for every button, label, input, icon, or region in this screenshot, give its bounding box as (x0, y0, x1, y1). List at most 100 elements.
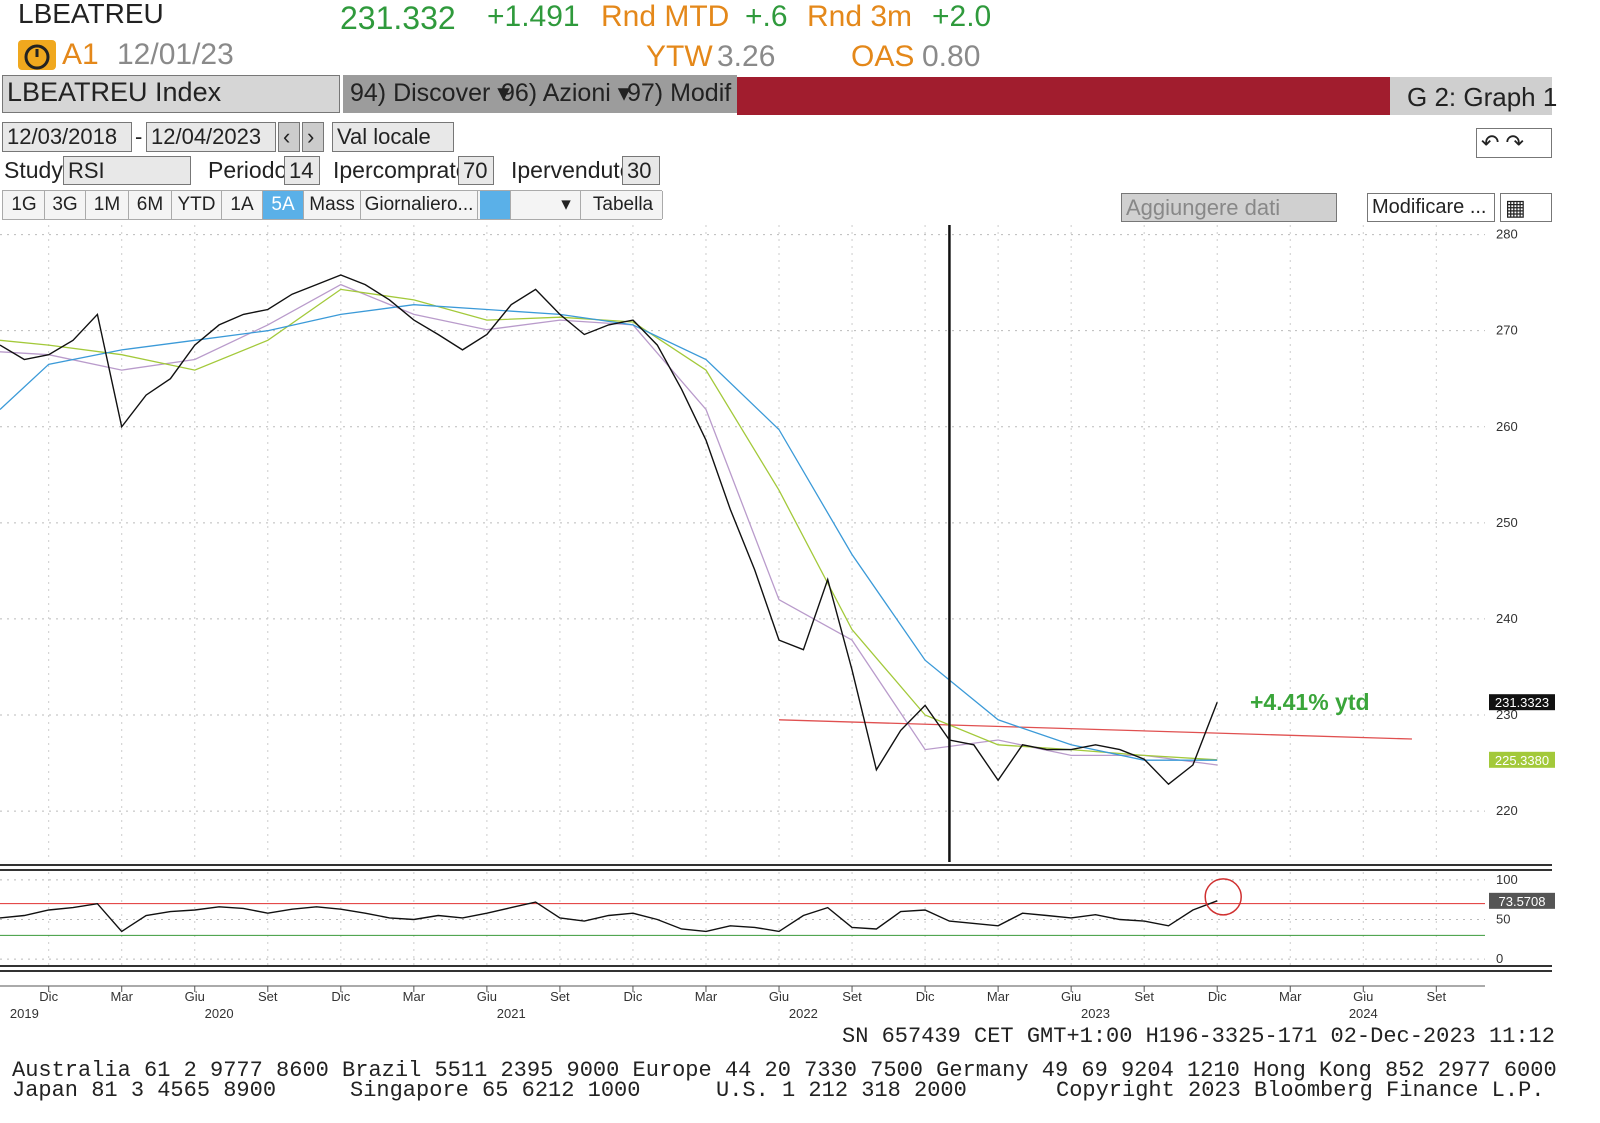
x-tick-label: Giu (769, 989, 789, 1004)
menu-label[interactable]: 94) Discover (350, 79, 491, 107)
next-button[interactable]: › (302, 122, 324, 152)
contact: Singapore 65 6212 1000 (350, 1078, 641, 1103)
price: 231.332 (340, 0, 456, 36)
study-select[interactable]: RSI (63, 156, 191, 185)
x-tick-label: Giu (1353, 989, 1373, 1004)
rating-icon (18, 40, 56, 70)
contact: U.S. 1 212 318 2000 (716, 1078, 967, 1103)
x-tick-label: Dic (39, 989, 58, 1004)
range-tab[interactable]: 1M (86, 191, 129, 219)
add-data-input[interactable]: Aggiungere dati (1121, 193, 1337, 222)
ticker: LBEATREU (18, 0, 164, 29)
timezone: GMT+1:00 (1026, 1024, 1133, 1049)
x-tick-label: Mar (1279, 989, 1302, 1004)
range-tab[interactable]: 5A (263, 191, 304, 219)
overbought-label: Ipercomprato (333, 157, 469, 183)
range-tab[interactable]: 1A (222, 191, 263, 219)
x-tick-label: Dic (916, 989, 935, 1004)
series-line (0, 274, 1218, 786)
security-field[interactable]: LBEATREU Index (2, 75, 340, 113)
settings-button[interactable]: ▦ (1500, 193, 1552, 222)
rating: A1 (62, 38, 99, 71)
undo-redo[interactable]: ↶ ↷ (1476, 128, 1552, 158)
range-tab[interactable]: YTD (172, 191, 222, 219)
oversold-input[interactable]: 30 (622, 156, 660, 185)
graph-name: G 2: Graph 1 (1407, 82, 1558, 112)
edit-button[interactable]: Modificare ... (1367, 193, 1495, 222)
y-tick-label: 230 (1496, 707, 1518, 722)
series-line (0, 900, 1218, 933)
range-tab[interactable]: Mass (304, 191, 361, 219)
series-line (0, 288, 1218, 761)
last-value-label: 73.5708 (1499, 894, 1546, 909)
oversold-label: Ipervenduto (511, 157, 633, 183)
x-year-label: 2019 (10, 1006, 39, 1021)
last-value-box (1489, 892, 1555, 909)
x-tick-label: Giu (1061, 989, 1081, 1004)
rnd-mtd-label: Rnd MTD (601, 0, 730, 33)
menu-discover[interactable]: 94) Discover ▾ (350, 79, 510, 107)
menu-label[interactable]: 97) Modif (627, 79, 732, 107)
last-value-label: 231.3323 (1495, 695, 1549, 710)
currency-select[interactable]: Val locale (332, 122, 454, 152)
series-line (0, 304, 1218, 761)
y-tick-label: 240 (1496, 611, 1518, 626)
range-tab[interactable]: 6M (129, 191, 172, 219)
rnd-mtd: +.6 (745, 0, 788, 33)
prev-button[interactable]: ‹ (278, 122, 300, 152)
x-year-label: 2023 (1081, 1006, 1110, 1021)
x-tick-label: Mar (695, 989, 718, 1004)
study-label: Study (4, 157, 63, 183)
contact: Japan 81 3 4565 8900 (12, 1078, 277, 1103)
footer-status: SN 657439 CET GMT+1:00 H196-3325-171 02-… (842, 1026, 1555, 1048)
end-date[interactable]: 12/04/2023 (146, 122, 276, 152)
y-tick-label: 280 (1496, 227, 1518, 242)
date-separator: - (135, 124, 143, 149)
date: 12/01/23 (117, 38, 234, 71)
x-tick-label: Dic (331, 989, 350, 1004)
range-tab[interactable]: 3G (45, 191, 86, 219)
highlight-circle (1204, 878, 1242, 916)
session: SN 657439 CET (842, 1024, 1014, 1049)
y-tick-label: 50 (1496, 911, 1510, 926)
start-date[interactable]: 12/03/2018 (2, 122, 132, 152)
chart-type-button[interactable] (480, 191, 511, 219)
x-tick-label: Dic (1208, 989, 1227, 1004)
x-year-label: 2021 (497, 1006, 526, 1021)
status-bar (737, 77, 1390, 115)
x-tick-label: Mar (987, 989, 1010, 1004)
menu-modif[interactable]: 97) Modif ▾ (627, 81, 751, 106)
x-year-label: 2024 (1349, 1006, 1378, 1021)
x-tick-label: Set (1427, 989, 1447, 1004)
y-tick-label: 260 (1496, 419, 1518, 434)
graph-tab (1390, 77, 1552, 115)
x-tick-label: Set (258, 989, 278, 1004)
table-button[interactable]: Tabella (584, 191, 663, 219)
gauge-icon (24, 44, 50, 70)
ytw: 3.26 (717, 40, 776, 73)
overbought-input[interactable]: 70 (458, 156, 494, 185)
y-tick-label: 220 (1496, 803, 1518, 818)
menu-azioni[interactable]: 96) Azioni ▾ (501, 79, 631, 107)
menu-label[interactable]: 96) Azioni (501, 79, 611, 107)
frequency-select[interactable]: Giornaliero... (361, 191, 478, 219)
ytw-label: YTW (646, 40, 713, 73)
y-tick-label: 270 (1496, 323, 1518, 338)
contacts-line: Australia 61 2 9777 8600 Brazil 5511 239… (12, 1058, 1557, 1083)
last-value-box (1489, 694, 1555, 711)
y-tick-label: 250 (1496, 515, 1518, 530)
range-tab[interactable]: 1G (4, 191, 45, 219)
x-tick-label: Set (842, 989, 862, 1004)
x-tick-label: Set (1134, 989, 1154, 1004)
timestamp: 02-Dec-2023 11:12 (1330, 1024, 1555, 1049)
x-tick-label: Mar (111, 989, 134, 1004)
x-tick-label: Giu (185, 989, 205, 1004)
period-input[interactable]: 14 (284, 156, 320, 185)
dropdown-button[interactable]: ▾ (552, 191, 581, 219)
trendline (778, 719, 1412, 740)
rnd-3m: +2.0 (932, 0, 992, 33)
last-value-box (1489, 751, 1555, 768)
x-tick-label: Dic (624, 989, 643, 1004)
